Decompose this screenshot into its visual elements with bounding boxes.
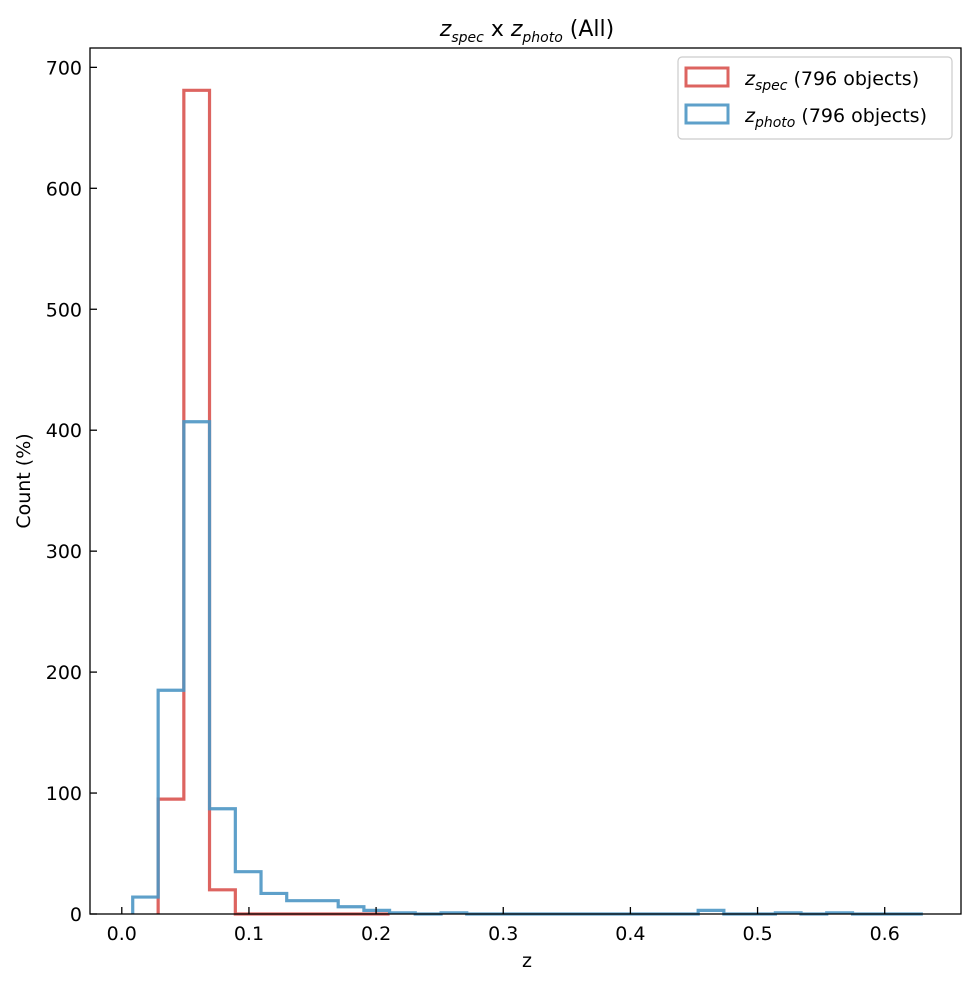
legend-zphoto-rest: (796 objects) bbox=[795, 105, 927, 127]
y-tick-label: 100 bbox=[46, 783, 82, 805]
legend-zspec-rest: (796 objects) bbox=[787, 68, 919, 90]
y-tick-label: 500 bbox=[46, 299, 82, 321]
x-tick-label: 0.6 bbox=[870, 923, 900, 945]
y-tick-label: 300 bbox=[46, 541, 82, 563]
y-tick-label: 0 bbox=[70, 904, 82, 926]
x-axis-label: z bbox=[522, 950, 532, 972]
x-tick-label: 0.3 bbox=[488, 923, 518, 945]
x-tick-label: 0.4 bbox=[615, 923, 645, 945]
title-var2: z bbox=[510, 17, 523, 42]
legend-zphoto-sub: photo bbox=[754, 115, 795, 131]
legend-entry-zspec: zspec (796 objects) bbox=[744, 68, 919, 94]
y-tick-label: 400 bbox=[46, 420, 82, 442]
series-step-z-photo bbox=[131, 420, 923, 916]
legend-entry-zphoto: zphoto (796 objects) bbox=[744, 105, 927, 131]
legend-zphoto-var: z bbox=[744, 105, 756, 127]
title-joiner: x bbox=[484, 17, 511, 42]
chart-title: zspec x zphoto (All) bbox=[439, 17, 614, 46]
title-sub2: photo bbox=[521, 30, 562, 46]
legend-swatch-zspec bbox=[684, 66, 730, 88]
y-axis-label: Count (%) bbox=[13, 433, 35, 528]
legend: zspec (796 objects) zphoto (796 objects) bbox=[677, 56, 953, 140]
x-tick-label: 0.5 bbox=[742, 923, 772, 945]
x-tick-label: 0.2 bbox=[361, 923, 391, 945]
title-sub1: spec bbox=[451, 30, 484, 46]
y-tick-label: 700 bbox=[46, 57, 82, 79]
title-var1: z bbox=[439, 17, 452, 42]
legend-swatch-zphoto bbox=[684, 103, 730, 125]
plot-frame bbox=[89, 47, 962, 915]
title-suffix: (All) bbox=[563, 17, 614, 42]
y-tick-label: 200 bbox=[46, 662, 82, 684]
x-tick-label: 0.0 bbox=[107, 923, 137, 945]
legend-zspec-sub: spec bbox=[755, 78, 788, 94]
legend-box bbox=[677, 56, 953, 140]
ticks-layer: 0.0 0.1 0.2 0.3 0.4 0.5 0.6 0 100 200 300 400 500 600… bbox=[46, 57, 900, 945]
x-tick-label: 0.1 bbox=[234, 923, 264, 945]
y-tick-label: 600 bbox=[46, 178, 82, 200]
legend-zspec-var: z bbox=[744, 68, 756, 90]
